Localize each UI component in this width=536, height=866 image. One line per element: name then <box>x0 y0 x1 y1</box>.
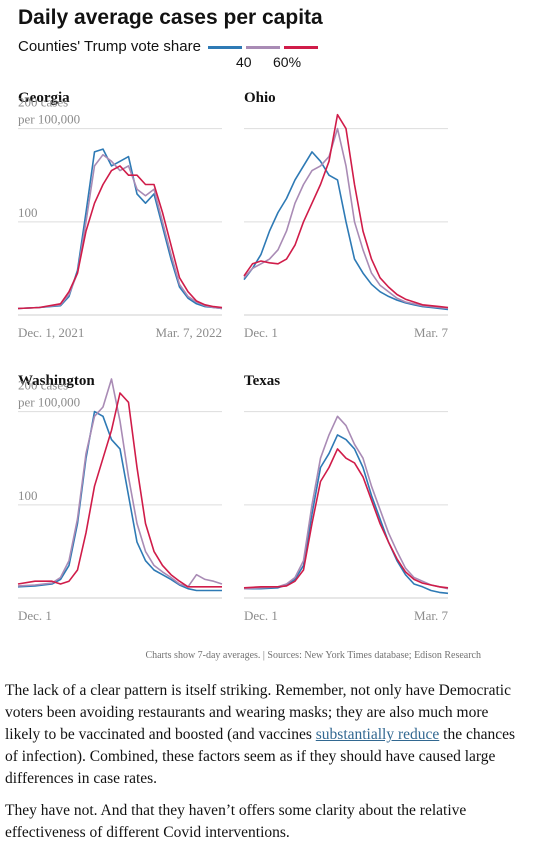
georgia-ytick-label-200-unit: per 100,000 <box>18 112 80 127</box>
legend-swatch-red <box>284 46 318 49</box>
georgia-xtick-label-start: Dec. 1, 2021 <box>18 325 84 340</box>
georgia-blue-line <box>17 148 223 310</box>
georgia-panel-title: Georgia <box>18 90 70 106</box>
washington-ytick-label-200: 200 cases <box>18 378 68 393</box>
legend-tick-high: 60% <box>273 54 302 70</box>
source-note: Charts show 7-day averages. | Sources: N… <box>145 650 481 661</box>
article-paragraph-1: The lack of a clear pattern is itself st… <box>5 680 525 790</box>
ohio-blue-line <box>243 151 449 311</box>
chart-title: Daily average cases per capita <box>18 6 323 29</box>
ohio-xtick-label-end: Mar. 7 <box>414 325 448 340</box>
small-multiples-charts: Georgia 100 200 cases per 100,000 Dec. 1, 20… <box>17 90 449 623</box>
legend-swatches <box>208 46 320 50</box>
washington-ytick-label-200-unit: per 100,000 <box>18 395 80 410</box>
substantially-reduce-link[interactable]: substantially reduce <box>315 726 440 743</box>
ohio-red-line <box>243 113 449 309</box>
texas-panel-title: Texas <box>244 373 280 389</box>
washington-red-line <box>17 392 222 588</box>
washington-purple-line <box>17 378 223 588</box>
legend-label: Counties' Trump vote share <box>18 38 201 55</box>
ohio-xtick-label-start: Dec. 1 <box>244 325 278 340</box>
georgia-red-line <box>17 165 223 310</box>
washington-xtick-label-start: Dec. 1 <box>18 608 52 623</box>
washington-blue-line <box>17 410 222 592</box>
legend-swatch-blue <box>208 46 242 49</box>
paragraph-1-text-start: The lack of a clear pattern is itself st… <box>5 682 511 743</box>
legend-swatch-purple <box>246 46 280 49</box>
georgia-purple-line <box>17 153 223 310</box>
ohio-purple-line <box>243 127 449 310</box>
legend-tick-low: 40 <box>236 54 252 70</box>
texas-blue-line <box>244 434 449 595</box>
washington-ytick-label-100: 100 <box>18 488 38 503</box>
texas-red-line <box>243 448 449 589</box>
article-paragraph-2: They have not. And that they haven’t off… <box>5 802 467 841</box>
georgia-ytick-label-100: 100 <box>18 205 38 220</box>
texas-xtick-label-end: Mar. 7 <box>414 608 448 623</box>
paragraph-1-text-end: the chances of infection). Combined, the… <box>5 726 516 787</box>
georgia-xtick-label-end: Mar. 7, 2022 <box>156 325 222 340</box>
georgia-ytick-label-200: 200 cases <box>18 95 68 110</box>
washington-panel-title: Washington <box>18 373 95 389</box>
ohio-panel-title: Ohio <box>244 90 276 106</box>
texas-xtick-label-start: Dec. 1 <box>244 608 278 623</box>
texas-purple-line <box>243 415 449 590</box>
